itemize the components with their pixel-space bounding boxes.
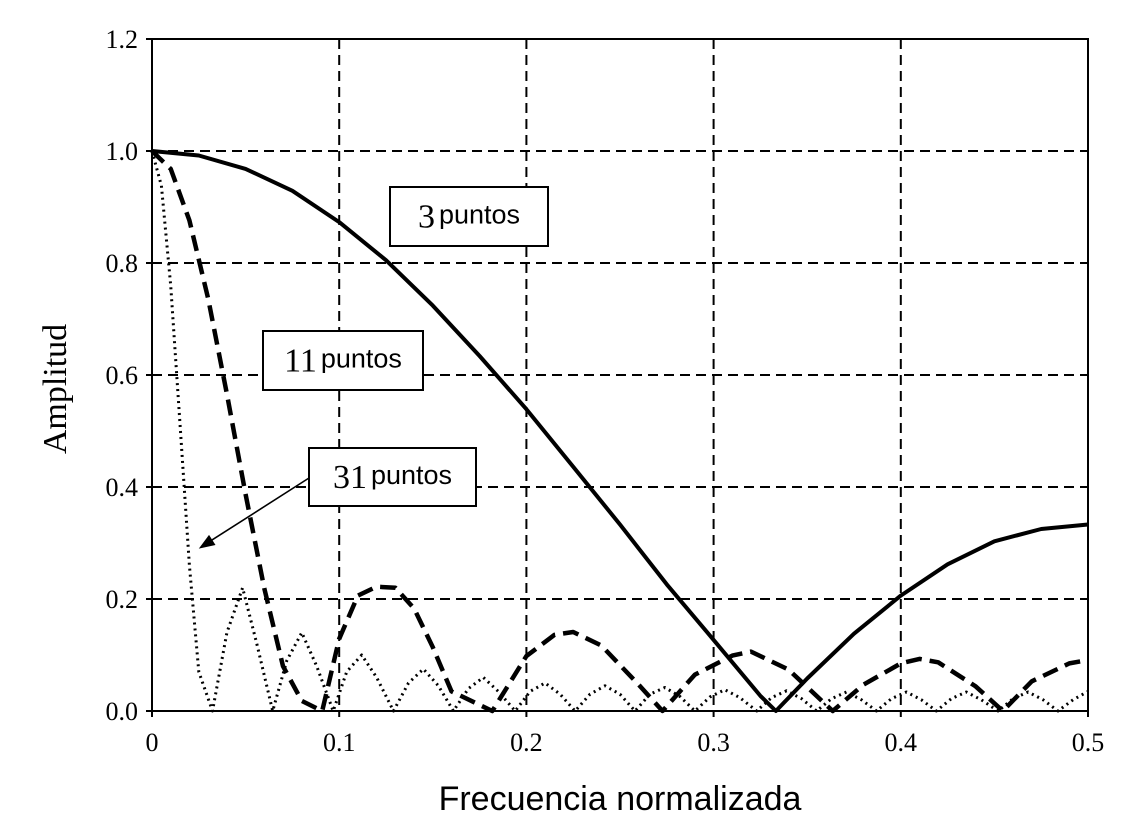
y-axis-label: Amplitud (37, 324, 74, 454)
x-tick-label: 0.4 (885, 728, 918, 757)
series-label-11-puntos: 11 puntos (262, 330, 424, 391)
x-tick-label: 0.2 (510, 728, 543, 757)
series-line-3-puntos (151, 149, 1089, 713)
x-tick-label: 0.5 (1072, 728, 1105, 757)
y-tick-label: 0.8 (106, 249, 139, 278)
y-tick-label: 0.0 (106, 697, 139, 726)
y-tick-label: 0.2 (106, 585, 139, 614)
label-text: 11 puntos (284, 343, 402, 380)
series-label-3-puntos: 3 puntos (389, 186, 549, 247)
annotation-arrow (198, 477, 310, 549)
y-tick-label: 0.4 (106, 473, 139, 502)
y-tick-label: 1.0 (106, 137, 139, 166)
label-text: 31 puntos (333, 459, 452, 496)
x-axis-label: Frecuencia normalizada (439, 780, 802, 818)
y-tick-label: 0.6 (106, 361, 139, 390)
label-text: 3 puntos (418, 199, 520, 236)
arrow-head-icon (198, 534, 216, 549)
label-box (262, 330, 424, 391)
label-box (308, 447, 477, 507)
series-label-31-puntos: 31 puntos (308, 447, 477, 507)
series-line-31-puntos (150, 150, 1089, 713)
x-tick-label: 0 (146, 728, 159, 757)
series-line-11-puntos (150, 149, 1089, 714)
x-tick-label: 0.1 (323, 728, 356, 757)
label-box (389, 186, 549, 247)
x-tick-label: 0.3 (697, 728, 730, 757)
grid (152, 39, 1088, 711)
series (150, 149, 1089, 714)
series-labels: 3 puntos 11 puntos 31 puntos (198, 186, 549, 549)
axis-ticks: 0 0.1 0.2 0.3 0.4 0.5 0.0 0.2 0.4 0.6 0.8 1.0 1.2 (106, 25, 1105, 757)
y-tick-label: 1.2 (106, 25, 139, 54)
